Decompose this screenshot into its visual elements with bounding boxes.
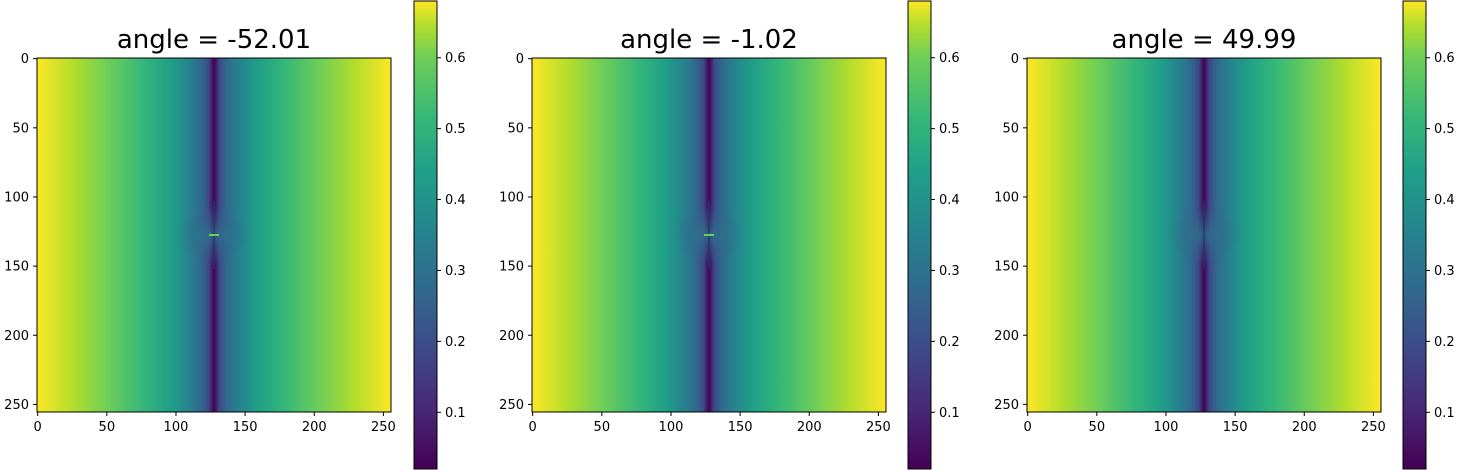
chart-title: angle = -52.01	[117, 25, 311, 55]
x-tick-label: 200	[1292, 420, 1317, 435]
heatmap-panel-3: angle = 49.99 0 50 100 150 200 250 0 50 100 150 200…	[994, 0, 1455, 470]
colorbar-tick-label: 0.5	[445, 122, 466, 137]
colorbar-tick-label: 0.5	[939, 122, 960, 137]
y-tick-label: 250	[499, 398, 524, 413]
colorbar-tick-label: 0.5	[1434, 122, 1455, 137]
chart-title: angle = 49.99	[1112, 25, 1297, 55]
y-tick-label: 250	[994, 398, 1019, 413]
x-tick-label: 0	[1024, 420, 1032, 435]
y-tick-label: 150	[994, 260, 1019, 275]
y-tick-label: 150	[4, 260, 29, 275]
colorbar-tick-label: 0.2	[1434, 335, 1455, 350]
colorbar-tick-label: 0.4	[445, 193, 466, 208]
x-tick-label: 250	[371, 420, 396, 435]
colorbar-tick-label: 0.2	[939, 335, 960, 350]
colorbar	[907, 0, 932, 470]
colorbar-tick-label: 0.2	[445, 335, 466, 350]
y-tick-label: 0	[516, 52, 524, 67]
x-tick-label: 100	[164, 420, 189, 435]
colorbar-tick-label: 0.3	[1434, 264, 1455, 279]
x-tick-label: 250	[1361, 420, 1386, 435]
colorbar	[413, 0, 438, 470]
x-tick-label: 100	[659, 420, 684, 435]
colorbar	[1402, 0, 1427, 470]
x-tick-label: 100	[1154, 420, 1179, 435]
colorbar-tick-label: 0.6	[445, 51, 466, 66]
x-tick-label: 50	[1089, 420, 1106, 435]
x-tick-label: 200	[797, 420, 822, 435]
x-tick-label: 250	[866, 420, 891, 435]
colorbar-tick-label: 0.1	[1434, 406, 1455, 421]
x-tick-label: 50	[594, 420, 611, 435]
y-tick-label: 50	[1002, 121, 1019, 136]
y-tick-label: 100	[994, 190, 1019, 205]
x-tick-label: 150	[1223, 420, 1248, 435]
chart-title: angle = -1.02	[620, 25, 798, 55]
x-tick-label: 0	[34, 420, 42, 435]
y-tick-label: 100	[4, 190, 29, 205]
y-tick-label: 50	[507, 121, 524, 136]
colorbar-tick-label: 0.6	[1434, 51, 1455, 66]
y-tick-label: 0	[21, 52, 29, 67]
x-tick-label: 200	[302, 420, 327, 435]
axes-frame	[36, 57, 392, 413]
x-tick-label: 50	[99, 420, 116, 435]
y-tick-label: 150	[499, 260, 524, 275]
colorbar-tick-label: 0.6	[939, 51, 960, 66]
y-tick-label: 200	[4, 329, 29, 344]
y-tick-label: 250	[4, 398, 29, 413]
axes-frame	[1026, 57, 1382, 413]
y-tick-label: 200	[499, 329, 524, 344]
x-tick-label: 150	[728, 420, 753, 435]
y-tick-label: 200	[994, 329, 1019, 344]
y-tick-label: 100	[499, 190, 524, 205]
x-tick-label: 150	[233, 420, 258, 435]
colorbar-tick-label: 0.3	[939, 264, 960, 279]
y-tick-label: 0	[1011, 52, 1019, 67]
colorbar-tick-label: 0.1	[445, 406, 466, 421]
colorbar-tick-label: 0.4	[1434, 193, 1455, 208]
axes-frame	[531, 57, 887, 413]
colorbar-tick-label: 0.1	[939, 406, 960, 421]
heatmap-panel-1: angle = -52.01 0 50 100 150 200 250 0 50 100 150 20…	[4, 0, 466, 470]
heatmap-panel-2: angle = -1.02 0 50 100 150 200 250 0 50 100 150 200…	[499, 0, 960, 470]
y-tick-label: 50	[12, 121, 29, 136]
colorbar-tick-label: 0.3	[445, 264, 466, 279]
colorbar-tick-label: 0.4	[939, 193, 960, 208]
x-tick-label: 0	[529, 420, 537, 435]
